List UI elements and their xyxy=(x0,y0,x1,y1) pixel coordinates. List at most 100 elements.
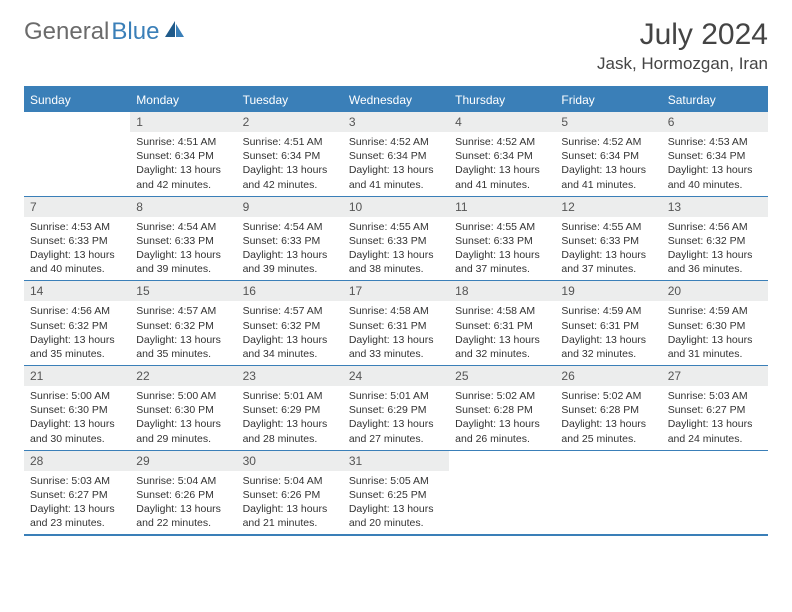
daylight-line1: Daylight: 13 hours xyxy=(136,333,230,347)
calendar-cell: 21Sunrise: 5:00 AMSunset: 6:30 PMDayligh… xyxy=(24,366,130,450)
calendar-cell: 24Sunrise: 5:01 AMSunset: 6:29 PMDayligh… xyxy=(343,366,449,450)
calendar-cell: 4Sunrise: 4:52 AMSunset: 6:34 PMDaylight… xyxy=(449,112,555,196)
day-details: Sunrise: 4:55 AMSunset: 6:33 PMDaylight:… xyxy=(343,217,449,281)
sunset-text: Sunset: 6:28 PM xyxy=(455,403,549,417)
calendar-week: 7Sunrise: 4:53 AMSunset: 6:33 PMDaylight… xyxy=(24,196,768,281)
daylight-line2: and 25 minutes. xyxy=(561,432,655,446)
calendar-cell: 23Sunrise: 5:01 AMSunset: 6:29 PMDayligh… xyxy=(237,366,343,450)
daylight-line1: Daylight: 13 hours xyxy=(349,248,443,262)
day-number: 31 xyxy=(343,451,449,471)
sunset-text: Sunset: 6:26 PM xyxy=(136,488,230,502)
sunset-text: Sunset: 6:33 PM xyxy=(349,234,443,248)
daylight-line1: Daylight: 13 hours xyxy=(668,163,762,177)
sunrise-text: Sunrise: 4:52 AM xyxy=(561,135,655,149)
sunrise-text: Sunrise: 4:58 AM xyxy=(455,304,549,318)
title-block: July 2024 Jask, Hormozgan, Iran xyxy=(597,18,768,74)
sunset-text: Sunset: 6:30 PM xyxy=(668,319,762,333)
sunrise-text: Sunrise: 4:52 AM xyxy=(455,135,549,149)
weekday-header: Saturday xyxy=(662,88,768,112)
sunset-text: Sunset: 6:29 PM xyxy=(349,403,443,417)
daylight-line2: and 28 minutes. xyxy=(243,432,337,446)
day-details: Sunrise: 4:55 AMSunset: 6:33 PMDaylight:… xyxy=(555,217,661,281)
calendar-cell: 14Sunrise: 4:56 AMSunset: 6:32 PMDayligh… xyxy=(24,281,130,365)
day-details: Sunrise: 4:52 AMSunset: 6:34 PMDaylight:… xyxy=(449,132,555,196)
daylight-line2: and 35 minutes. xyxy=(136,347,230,361)
calendar-week: 28Sunrise: 5:03 AMSunset: 6:27 PMDayligh… xyxy=(24,450,768,535)
day-details: Sunrise: 4:54 AMSunset: 6:33 PMDaylight:… xyxy=(237,217,343,281)
sunset-text: Sunset: 6:29 PM xyxy=(243,403,337,417)
calendar-cell xyxy=(555,451,661,535)
calendar-cell: 31Sunrise: 5:05 AMSunset: 6:25 PMDayligh… xyxy=(343,451,449,535)
daylight-line1: Daylight: 13 hours xyxy=(668,333,762,347)
daylight-line2: and 37 minutes. xyxy=(561,262,655,276)
sunrise-text: Sunrise: 4:51 AM xyxy=(243,135,337,149)
calendar-cell: 15Sunrise: 4:57 AMSunset: 6:32 PMDayligh… xyxy=(130,281,236,365)
daylight-line2: and 21 minutes. xyxy=(243,516,337,530)
day-number: 28 xyxy=(24,451,130,471)
day-number: 15 xyxy=(130,281,236,301)
day-details: Sunrise: 4:57 AMSunset: 6:32 PMDaylight:… xyxy=(237,301,343,365)
day-details: Sunrise: 4:51 AMSunset: 6:34 PMDaylight:… xyxy=(130,132,236,196)
daylight-line2: and 35 minutes. xyxy=(30,347,124,361)
sunset-text: Sunset: 6:34 PM xyxy=(561,149,655,163)
sunset-text: Sunset: 6:31 PM xyxy=(349,319,443,333)
sunset-text: Sunset: 6:33 PM xyxy=(243,234,337,248)
sunrise-text: Sunrise: 5:04 AM xyxy=(136,474,230,488)
day-details: Sunrise: 5:01 AMSunset: 6:29 PMDaylight:… xyxy=(237,386,343,450)
daylight-line1: Daylight: 13 hours xyxy=(668,248,762,262)
sunrise-text: Sunrise: 5:05 AM xyxy=(349,474,443,488)
sunrise-text: Sunrise: 4:52 AM xyxy=(349,135,443,149)
weekday-header: Monday xyxy=(130,88,236,112)
weekday-header: Sunday xyxy=(24,88,130,112)
daylight-line2: and 41 minutes. xyxy=(455,178,549,192)
calendar-cell xyxy=(449,451,555,535)
day-details: Sunrise: 5:04 AMSunset: 6:26 PMDaylight:… xyxy=(130,471,236,535)
calendar-cell: 30Sunrise: 5:04 AMSunset: 6:26 PMDayligh… xyxy=(237,451,343,535)
sunrise-text: Sunrise: 4:58 AM xyxy=(349,304,443,318)
sunset-text: Sunset: 6:25 PM xyxy=(349,488,443,502)
calendar-cell: 8Sunrise: 4:54 AMSunset: 6:33 PMDaylight… xyxy=(130,197,236,281)
day-number: 3 xyxy=(343,112,449,132)
sunset-text: Sunset: 6:34 PM xyxy=(349,149,443,163)
daylight-line1: Daylight: 13 hours xyxy=(243,417,337,431)
sunset-text: Sunset: 6:34 PM xyxy=(668,149,762,163)
day-details: Sunrise: 4:57 AMSunset: 6:32 PMDaylight:… xyxy=(130,301,236,365)
sunrise-text: Sunrise: 5:02 AM xyxy=(561,389,655,403)
sunrise-text: Sunrise: 5:03 AM xyxy=(668,389,762,403)
sunrise-text: Sunrise: 5:00 AM xyxy=(30,389,124,403)
sunset-text: Sunset: 6:31 PM xyxy=(455,319,549,333)
sunset-text: Sunset: 6:33 PM xyxy=(136,234,230,248)
daylight-line1: Daylight: 13 hours xyxy=(455,333,549,347)
day-number: 17 xyxy=(343,281,449,301)
day-details: Sunrise: 4:52 AMSunset: 6:34 PMDaylight:… xyxy=(555,132,661,196)
daylight-line1: Daylight: 13 hours xyxy=(243,163,337,177)
day-number: 29 xyxy=(130,451,236,471)
daylight-line2: and 30 minutes. xyxy=(30,432,124,446)
daylight-line2: and 33 minutes. xyxy=(349,347,443,361)
sunset-text: Sunset: 6:30 PM xyxy=(30,403,124,417)
day-details: Sunrise: 4:58 AMSunset: 6:31 PMDaylight:… xyxy=(343,301,449,365)
sunrise-text: Sunrise: 5:02 AM xyxy=(455,389,549,403)
weekday-header-row: SundayMondayTuesdayWednesdayThursdayFrid… xyxy=(24,88,768,112)
daylight-line2: and 38 minutes. xyxy=(349,262,443,276)
day-details: Sunrise: 4:56 AMSunset: 6:32 PMDaylight:… xyxy=(662,217,768,281)
daylight-line1: Daylight: 13 hours xyxy=(455,248,549,262)
daylight-line2: and 40 minutes. xyxy=(668,178,762,192)
day-number: 19 xyxy=(555,281,661,301)
daylight-line1: Daylight: 13 hours xyxy=(136,502,230,516)
day-number: 14 xyxy=(24,281,130,301)
daylight-line1: Daylight: 13 hours xyxy=(668,417,762,431)
day-number: 26 xyxy=(555,366,661,386)
day-number: 7 xyxy=(24,197,130,217)
calendar-cell: 9Sunrise: 4:54 AMSunset: 6:33 PMDaylight… xyxy=(237,197,343,281)
sunset-text: Sunset: 6:32 PM xyxy=(30,319,124,333)
month-title: July 2024 xyxy=(597,18,768,52)
day-number: 11 xyxy=(449,197,555,217)
calendar-cell: 18Sunrise: 4:58 AMSunset: 6:31 PMDayligh… xyxy=(449,281,555,365)
day-details: Sunrise: 5:01 AMSunset: 6:29 PMDaylight:… xyxy=(343,386,449,450)
day-number: 5 xyxy=(555,112,661,132)
day-details: Sunrise: 5:05 AMSunset: 6:25 PMDaylight:… xyxy=(343,471,449,535)
daylight-line2: and 32 minutes. xyxy=(455,347,549,361)
daylight-line2: and 39 minutes. xyxy=(136,262,230,276)
calendar-cell: 29Sunrise: 5:04 AMSunset: 6:26 PMDayligh… xyxy=(130,451,236,535)
